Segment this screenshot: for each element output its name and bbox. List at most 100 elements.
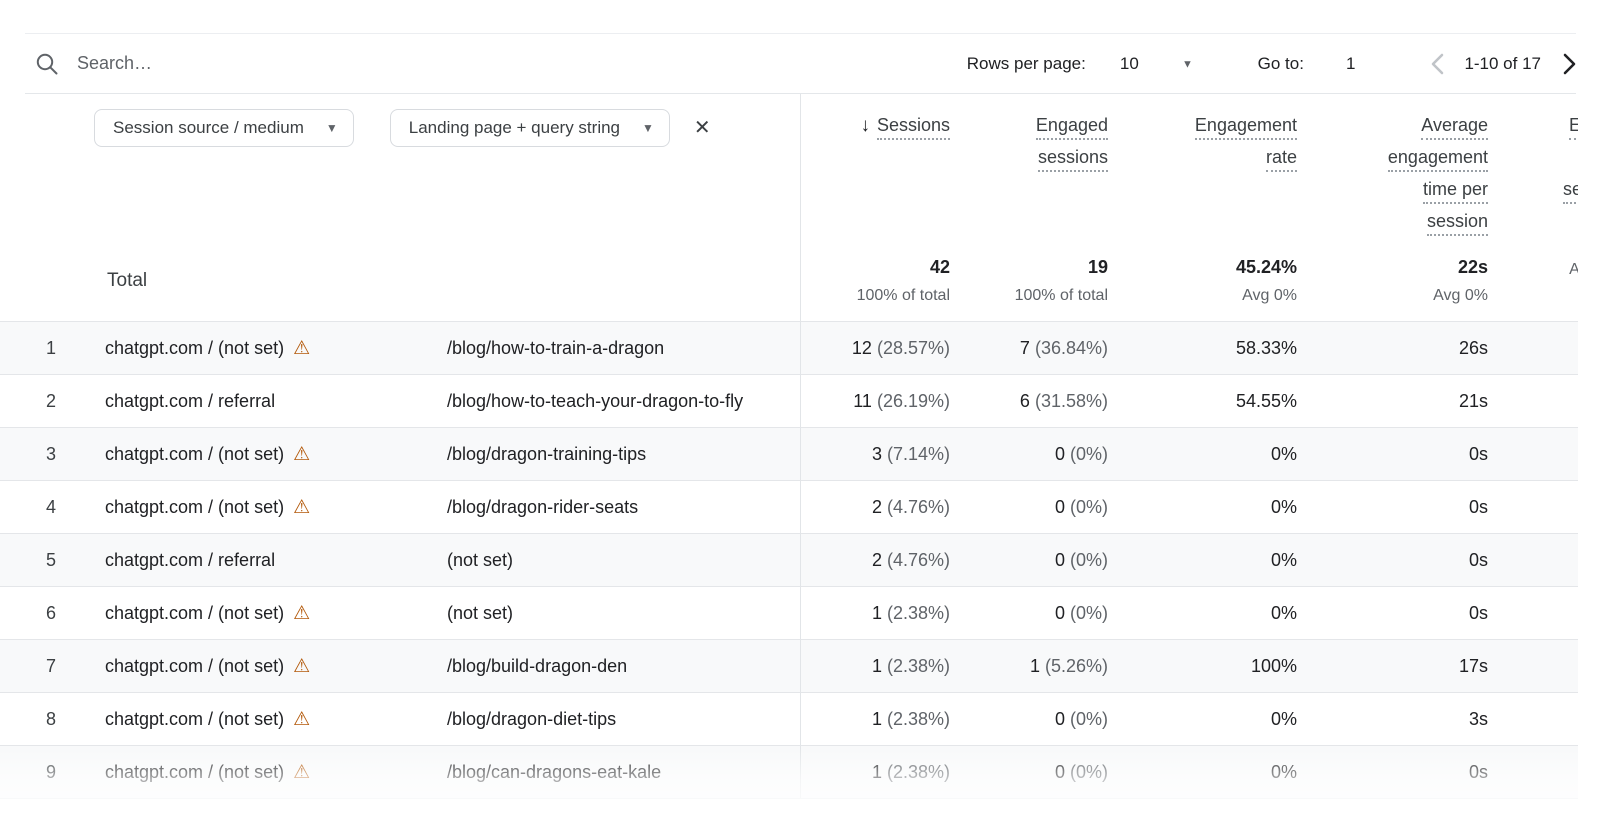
- engaged-sessions-share: (31.58%): [1034, 390, 1108, 411]
- column-header-events-per-session[interactable]: Eventspersession: [1488, 111, 1578, 239]
- total-engaged-sessions: 19 100% of total: [950, 254, 1108, 305]
- engaged-sessions-share: (0%): [1069, 602, 1108, 623]
- sessions-share: (28.57%): [876, 337, 950, 358]
- column-header-text: engagement: [1387, 144, 1488, 172]
- source-medium-value: chatgpt.com / referral: [105, 390, 276, 411]
- sessions-value: 1: [871, 655, 882, 676]
- pagination-range: 1-10 of 17: [1464, 53, 1541, 73]
- sessions-cell: 12 (28.57%): [800, 335, 950, 362]
- avg-engagement-time-cell: 26s: [1458, 337, 1488, 358]
- total-avg-engagement-time: 22s Avg 0%: [1297, 254, 1488, 305]
- go-to-input[interactable]: 1: [1345, 53, 1356, 73]
- sessions-cell: 2 (4.76%): [800, 547, 950, 574]
- source-medium-cell: chatgpt.com / (not set) ⚠: [105, 444, 447, 465]
- source-medium-cell: chatgpt.com / (not set) ⚠: [105, 338, 447, 359]
- landing-page-cell: (not set): [447, 600, 800, 627]
- column-header-engagement-rate[interactable]: Engagement rate: [1108, 111, 1297, 239]
- source-medium-value: chatgpt.com / (not set): [105, 496, 285, 517]
- secondary-dimension-label: Landing page + query string: [408, 118, 621, 137]
- sessions-share: (2.38%): [886, 602, 950, 623]
- search-input[interactable]: [77, 53, 377, 74]
- column-header-text: Engaged: [1035, 112, 1108, 140]
- sessions-share: (2.38%): [886, 655, 950, 676]
- source-medium-cell: chatgpt.com / referral ⚠: [105, 550, 447, 571]
- row-number: 1: [46, 337, 57, 358]
- engaged-sessions-cell: 7 (36.84%): [950, 335, 1108, 362]
- landing-page-cell: /blog/can-dragons-eat-kale: [447, 759, 800, 786]
- landing-page-value: /blog/can-dragons-eat-kale: [447, 761, 662, 782]
- primary-dimension-label: Session source / medium: [113, 118, 304, 137]
- rows-per-page-value[interactable]: 10: [1119, 53, 1139, 73]
- engagement-rate-cell: 0%: [1270, 761, 1297, 782]
- landing-page-value: (not set): [447, 602, 514, 623]
- column-header-text: Sessions: [876, 112, 950, 140]
- totals-metrics: 42 100% of total 19 100% of total 45.24%…: [800, 254, 1578, 305]
- source-medium-cell: chatgpt.com / (not set) ⚠: [105, 603, 447, 624]
- engaged-sessions-value: 0: [1054, 549, 1065, 570]
- row-number: 4: [46, 496, 57, 517]
- sessions-value: 2: [871, 496, 882, 517]
- engagement-rate-cell: 0%: [1270, 602, 1297, 623]
- sessions-share: (2.38%): [886, 761, 950, 782]
- total-engaged-sub: 100% of total: [1014, 287, 1108, 304]
- sessions-cell: 3 (7.14%): [800, 441, 950, 468]
- warning-icon: ⚠: [293, 655, 311, 677]
- landing-page-cell: /blog/dragon-rider-seats: [447, 494, 800, 521]
- column-header-text: sessions: [1037, 144, 1108, 172]
- engagement-rate-cell: 0%: [1270, 443, 1297, 464]
- engagement-rate-cell: 0%: [1270, 496, 1297, 517]
- landing-page-value: /blog/dragon-diet-tips: [447, 708, 617, 729]
- total-events-sub: Avg 0%: [1569, 261, 1578, 278]
- previous-page-button[interactable]: [1431, 53, 1444, 75]
- warning-icon: ⚠: [293, 708, 311, 730]
- chevron-down-icon: ▼: [325, 121, 338, 135]
- engaged-sessions-value: 0: [1054, 602, 1065, 623]
- totals-label: Total: [107, 270, 148, 291]
- sessions-cell: 11 (26.19%): [800, 388, 950, 415]
- engagement-rate-cell: 0%: [1270, 708, 1297, 729]
- sessions-share: (4.76%): [886, 549, 950, 570]
- sessions-share: (7.14%): [886, 443, 950, 464]
- warning-icon: ⚠: [293, 337, 311, 359]
- engaged-sessions-share: (36.84%): [1034, 337, 1108, 358]
- engaged-sessions-cell: 6 (31.58%): [950, 388, 1108, 415]
- engagement-rate-cell: 54.55%: [1235, 390, 1297, 411]
- column-header-avg-engagement-time[interactable]: Average engagement time per session: [1297, 111, 1488, 239]
- rows-per-page-caret-icon[interactable]: ▼: [1181, 57, 1193, 70]
- sort-descending-icon: ↓: [860, 115, 870, 136]
- sessions-value: 11: [853, 390, 872, 411]
- landing-page-value: (not set): [447, 549, 514, 570]
- warning-icon: ⚠: [293, 496, 311, 518]
- engaged-sessions-share: (0%): [1069, 549, 1108, 570]
- engaged-sessions-value: 1: [1029, 655, 1040, 676]
- engaged-sessions-cell: 1 (5.26%): [950, 653, 1108, 680]
- dimension-filters: Session source / medium ▼ Landing page +…: [94, 109, 711, 147]
- table-toolbar: Rows per page: 10 ▼ Go to: 1 1-10 of 17: [25, 33, 1576, 94]
- column-header-text: rate: [1265, 144, 1297, 172]
- engaged-sessions-cell: 0 (0%): [950, 547, 1108, 574]
- column-header-text: session: [1562, 176, 1578, 204]
- row-number: 6: [46, 602, 57, 623]
- search-bar: [25, 51, 377, 77]
- column-header-text: Average: [1421, 112, 1488, 140]
- table-row: 5 chatgpt.com / referral ⚠ (not set) 2 (…: [0, 534, 1578, 587]
- secondary-dimension-dropdown[interactable]: Landing page + query string ▼: [389, 109, 670, 147]
- sessions-cell: 1 (2.38%): [800, 759, 950, 786]
- total-rate-sub: Avg 0%: [1242, 287, 1297, 304]
- column-header-engaged-sessions[interactable]: Engaged sessions: [950, 111, 1108, 239]
- source-medium-value: chatgpt.com / (not set): [105, 443, 285, 464]
- primary-dimension-dropdown[interactable]: Session source / medium ▼: [94, 109, 354, 147]
- column-header-sessions[interactable]: ↓ Sessions: [800, 111, 950, 239]
- source-medium-cell: chatgpt.com / (not set) ⚠: [105, 762, 447, 783]
- total-sessions: 42 100% of total: [800, 254, 950, 305]
- table-row: 6 chatgpt.com / (not set) ⚠ (not set) 1 …: [0, 587, 1578, 640]
- row-number: 9: [46, 761, 57, 782]
- row-number: 2: [46, 390, 57, 411]
- sessions-value: 1: [871, 602, 882, 623]
- avg-engagement-time-cell: 0s: [1468, 549, 1488, 570]
- engaged-sessions-value: 0: [1054, 761, 1065, 782]
- engaged-sessions-share: (0%): [1069, 496, 1108, 517]
- remove-secondary-dimension-button[interactable]: ✕: [693, 117, 711, 139]
- next-page-button[interactable]: [1563, 53, 1576, 75]
- table-row: 2 chatgpt.com / referral ⚠ /blog/how-to-…: [0, 375, 1578, 428]
